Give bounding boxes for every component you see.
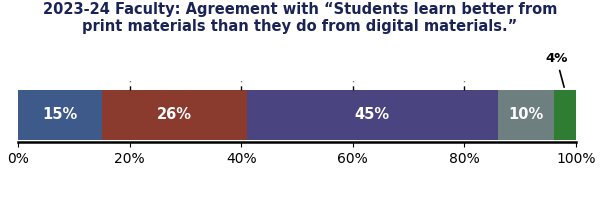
Text: 15%: 15% [42, 107, 77, 122]
Text: 26%: 26% [157, 107, 192, 122]
Text: 4%: 4% [545, 52, 568, 87]
Bar [102, 90, 247, 140]
Text: 2023-24 Faculty: Agreement with “Students learn better from
print materials than: 2023-24 Faculty: Agreement with “Student… [43, 2, 557, 34]
Bar [247, 90, 498, 140]
Legend: Agree, Somewhat
agree, Neither agree
nor disagree, Somewhat
disagree, Disagree: Agree, Somewhat agree, Neither agree nor… [72, 205, 522, 206]
Bar [498, 90, 554, 140]
Text: 45%: 45% [355, 107, 390, 122]
Bar [18, 90, 102, 140]
Text: 10%: 10% [508, 107, 544, 122]
Bar [554, 90, 576, 140]
